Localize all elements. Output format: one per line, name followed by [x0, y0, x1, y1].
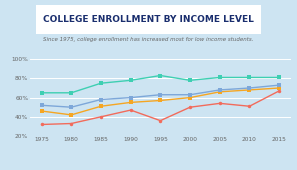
Middle Income [99, 105, 103, 107]
High Income [188, 79, 192, 81]
Low Income [188, 106, 192, 108]
High Income [218, 76, 222, 79]
High Income [159, 74, 162, 76]
Line: Middle Income: Middle Income [40, 86, 281, 117]
Middle Income [218, 91, 222, 93]
Total [277, 84, 281, 86]
Legend: Low Income, Middle Income, High Income, Total: Low Income, Middle Income, High Income, … [84, 169, 236, 170]
Low Income [277, 90, 281, 92]
Middle Income [188, 97, 192, 99]
Total [218, 89, 222, 91]
Middle Income [248, 89, 251, 91]
High Income [277, 76, 281, 79]
High Income [99, 82, 103, 84]
Total [188, 94, 192, 96]
High Income [69, 92, 73, 94]
Line: Low Income: Low Income [40, 89, 281, 126]
Line: Total: Total [40, 83, 281, 109]
High Income [129, 79, 132, 81]
Middle Income [277, 87, 281, 89]
Middle Income [69, 114, 73, 116]
Middle Income [159, 99, 162, 101]
Total [99, 98, 103, 100]
Middle Income [40, 110, 43, 112]
High Income [40, 92, 43, 94]
Total [40, 104, 43, 106]
FancyBboxPatch shape [24, 4, 273, 36]
Line: High Income: High Income [40, 74, 281, 95]
Middle Income [129, 101, 132, 103]
Low Income [40, 123, 43, 125]
Text: COLLEGE ENROLLMENT BY INCOME LEVEL: COLLEGE ENROLLMENT BY INCOME LEVEL [43, 15, 254, 24]
Total [129, 97, 132, 99]
Low Income [129, 109, 132, 111]
Text: Since 1975, college enrollment has increased most for low income students.: Since 1975, college enrollment has incre… [43, 37, 254, 41]
Total [248, 87, 251, 89]
Low Income [99, 116, 103, 118]
High Income [248, 76, 251, 79]
Low Income [218, 102, 222, 104]
Low Income [69, 123, 73, 125]
Total [69, 106, 73, 108]
Low Income [159, 120, 162, 122]
Low Income [248, 105, 251, 107]
Total [159, 94, 162, 96]
